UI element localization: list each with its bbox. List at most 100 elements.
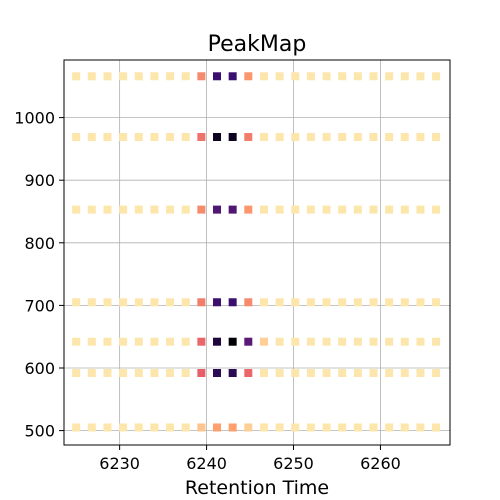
heatmap-cell — [134, 423, 143, 432]
heatmap-cell — [385, 369, 394, 378]
heatmap-cell — [306, 205, 315, 214]
heatmap-cell — [166, 337, 175, 346]
heatmap-cell — [213, 369, 222, 378]
heatmap-cell — [306, 72, 315, 81]
heatmap-cell — [306, 298, 315, 307]
heatmap-cell — [213, 298, 222, 307]
x-axis-ticks: 6230 6240 6250 6260 — [99, 445, 401, 473]
heatmap-cell — [291, 298, 300, 307]
heatmap-cell — [228, 337, 237, 346]
heatmap-cell — [213, 337, 222, 346]
heatmap-cell — [228, 423, 237, 432]
heatmap-cell — [119, 337, 128, 346]
heatmap-cell — [322, 337, 331, 346]
heatmap-cell — [400, 423, 409, 432]
heatmap-cell — [353, 423, 362, 432]
heatmap-cell — [275, 72, 284, 81]
heatmap-cell — [259, 72, 268, 81]
heatmap-cell — [259, 337, 268, 346]
heatmap-cell — [291, 205, 300, 214]
heatmap-cell — [400, 337, 409, 346]
heatmap-cell — [150, 337, 159, 346]
heatmap-cell — [385, 133, 394, 141]
heatmap-cell — [103, 423, 112, 432]
heatmap-cell — [259, 205, 268, 214]
heatmap-cell — [72, 72, 81, 81]
heatmap-cell — [134, 369, 143, 378]
heatmap-cell — [213, 423, 222, 432]
heatmap-cell — [166, 72, 175, 81]
heatmap-cell — [228, 72, 237, 81]
heatmap-cell — [228, 369, 237, 378]
heatmap-cell — [150, 72, 159, 81]
heatmap-cell — [150, 298, 159, 307]
heatmap-cell — [400, 72, 409, 81]
heatmap-cell — [134, 205, 143, 214]
heatmap-cell — [432, 72, 441, 81]
heatmap-cell — [181, 205, 190, 214]
heatmap-cell — [432, 423, 441, 432]
heatmap-cell — [369, 298, 378, 307]
heatmap-cell — [432, 369, 441, 378]
heatmap-cell — [369, 337, 378, 346]
heatmap-cell — [72, 423, 81, 432]
heatmap-cell — [181, 369, 190, 378]
heatmap-cell — [400, 369, 409, 378]
heatmap-cell — [72, 205, 81, 214]
heatmap-cell — [119, 423, 128, 432]
heatmap-cell — [103, 133, 112, 141]
heatmap-cell — [353, 337, 362, 346]
heatmap-cell — [197, 369, 206, 378]
heatmap-cell — [416, 369, 425, 378]
heatmap-cell — [166, 369, 175, 378]
heatmap-cell — [197, 133, 206, 141]
heatmap-cell — [432, 337, 441, 346]
heatmap-cell — [322, 423, 331, 432]
heatmap-cell — [385, 423, 394, 432]
heatmap-cell — [166, 298, 175, 307]
heatmap-cell — [166, 423, 175, 432]
heatmap-cell — [87, 369, 96, 378]
heatmap-cell — [369, 205, 378, 214]
heatmap-cell — [432, 298, 441, 307]
heatmap-cell — [259, 369, 268, 378]
heatmap-cell — [87, 205, 96, 214]
heatmap-cell — [244, 205, 253, 214]
heatmap-cell — [275, 369, 284, 378]
heatmap-cell — [228, 133, 237, 141]
heatmap-cell — [213, 72, 222, 81]
x-tick-label: 6250 — [273, 454, 314, 473]
heatmap-cell — [181, 298, 190, 307]
heatmap-cell — [416, 298, 425, 307]
heatmap-cell — [228, 205, 237, 214]
heatmap-cell — [385, 72, 394, 81]
x-tick-label: 6240 — [186, 454, 227, 473]
heatmap-cell — [275, 423, 284, 432]
heatmap-cell — [353, 72, 362, 81]
heatmap-cell — [369, 423, 378, 432]
heatmap-cell — [338, 205, 347, 214]
heatmap-cell — [197, 298, 206, 307]
heatmap-cell — [244, 72, 253, 81]
heatmap-cell — [322, 133, 331, 141]
heatmap-cell — [291, 133, 300, 141]
heatmap-cell — [150, 369, 159, 378]
heatmap-cell — [416, 337, 425, 346]
heatmap-cell — [181, 72, 190, 81]
heatmap-cell — [72, 133, 81, 141]
heatmap-cell — [134, 72, 143, 81]
y-tick-label: 900 — [24, 171, 55, 190]
heatmap-cell — [150, 133, 159, 141]
heatmap-cell — [322, 298, 331, 307]
heatmap-cell — [306, 337, 315, 346]
heatmap-cell — [338, 133, 347, 141]
heatmap-cell — [181, 423, 190, 432]
heatmap-cell — [119, 133, 128, 141]
x-axis-title: Retention Time — [185, 477, 329, 499]
heatmap-cell — [259, 423, 268, 432]
heatmap-cell — [353, 298, 362, 307]
heatmap-cell — [385, 298, 394, 307]
heatmap-cell — [275, 133, 284, 141]
heatmap-cell — [197, 337, 206, 346]
heatmap-cell — [400, 298, 409, 307]
